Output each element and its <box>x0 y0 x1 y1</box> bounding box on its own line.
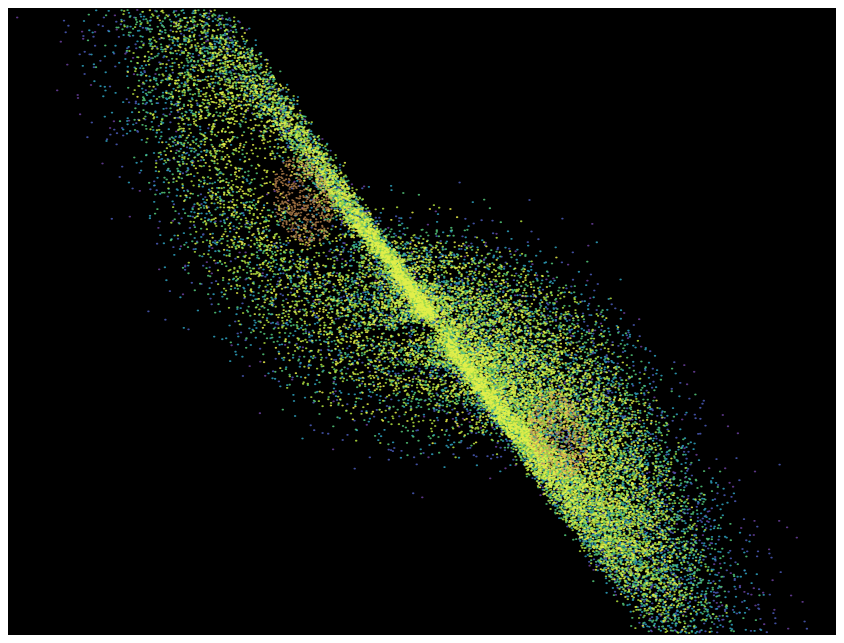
dots <box>272 157 589 479</box>
background <box>8 8 836 635</box>
point-cloud <box>15 9 809 634</box>
dots <box>126 9 711 633</box>
